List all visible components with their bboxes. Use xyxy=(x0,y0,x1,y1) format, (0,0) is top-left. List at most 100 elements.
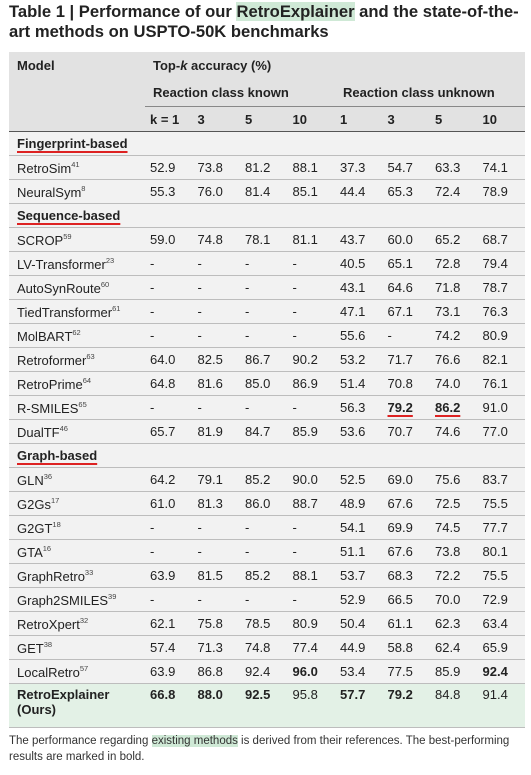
value-cell: 72.4 xyxy=(430,179,478,204)
value: 85.9 xyxy=(435,664,461,679)
data-row: GraphRetro33 63.9 81.5 85.2 88.1 53.7 68.3 72.2… xyxy=(9,563,525,588)
value-cell: 66.5 xyxy=(382,587,430,612)
value-cell: 70.0 xyxy=(430,587,478,612)
model-cell: RetroSim41 xyxy=(9,155,145,180)
value: 44.9 xyxy=(340,640,366,655)
value: - xyxy=(245,544,250,559)
model-name: GET xyxy=(17,640,44,656)
value: 76.1 xyxy=(482,376,508,391)
value: 56.3 xyxy=(340,400,366,415)
value: 68.3 xyxy=(387,568,413,583)
data-row: RetroExplainer (Ours) 66.8 88.0 92.5 95.8 57.7… xyxy=(9,683,525,728)
group-name: Graph-based xyxy=(17,448,98,463)
group-name: Sequence-based xyxy=(17,208,121,223)
reference: 23 xyxy=(105,255,115,265)
value-cell: - xyxy=(145,251,193,276)
model-cell: LV-Transformer23 xyxy=(9,251,145,276)
value: 86.9 xyxy=(292,376,318,391)
group-cell: Sequence-based xyxy=(9,203,525,228)
data-row: GLN36 64.2 79.1 85.2 90.0 52.5 69.0 75.6 83.7 xyxy=(9,467,525,492)
value: 80.9 xyxy=(482,328,508,343)
value: 74.5 xyxy=(435,520,461,535)
value: 64.0 xyxy=(150,352,176,367)
value-cell: 52.9 xyxy=(145,155,193,180)
value: - xyxy=(150,256,155,271)
value-cell: - xyxy=(192,515,240,540)
value: - xyxy=(197,256,202,271)
footnote-highlight: existing methods xyxy=(151,735,238,747)
value: 88.1 xyxy=(292,568,318,583)
value: 68.7 xyxy=(482,232,508,247)
value: 75.5 xyxy=(482,496,508,511)
value-cell: - xyxy=(192,323,240,348)
value: 71.7 xyxy=(387,352,413,367)
value-cell: 62.4 xyxy=(430,635,478,660)
header-cell: 5 xyxy=(430,106,478,132)
value: 65.2 xyxy=(435,232,461,247)
value-cell: - xyxy=(145,515,193,540)
value: - xyxy=(292,280,297,295)
value: 73.1 xyxy=(435,304,461,319)
value-cell: 74.0 xyxy=(430,371,478,396)
value-cell: - xyxy=(145,587,193,612)
model-name: TiedTransformer xyxy=(17,304,113,320)
value: 52.9 xyxy=(340,592,366,607)
data-row: RetroSim41 52.9 73.8 81.2 88.1 37.3 54.7 63.3 74… xyxy=(9,155,525,180)
value: - xyxy=(245,520,250,535)
value-cell: 85.2 xyxy=(240,467,288,492)
value: 76.0 xyxy=(197,184,223,199)
value: 69.0 xyxy=(387,472,413,487)
reference: 63 xyxy=(86,351,95,361)
value: - xyxy=(292,400,297,415)
value: - xyxy=(292,592,297,607)
value-cell: 79.2 xyxy=(382,395,430,420)
value-cell: 74.1 xyxy=(477,155,525,180)
value-cell: - xyxy=(192,395,240,420)
value-cell: 71.8 xyxy=(430,275,478,300)
value-cell: 69.9 xyxy=(382,515,430,540)
value-cell: 63.4 xyxy=(477,611,525,636)
header-text: accuracy (%) xyxy=(187,58,272,73)
value: 77.5 xyxy=(387,664,413,679)
data-row: G2Gs17 61.0 81.3 86.0 88.7 48.9 67.6 72.5 75.5 xyxy=(9,491,525,516)
value-cell: 74.8 xyxy=(240,635,288,660)
value-cell: 57.4 xyxy=(145,635,193,660)
value-cell: - xyxy=(240,323,288,348)
value-cell: 92.5 xyxy=(240,683,288,728)
value-cell: 88.1 xyxy=(287,563,335,588)
value-cell: 77.4 xyxy=(287,635,335,660)
value: 79.2 xyxy=(387,400,413,415)
value-cell: 78.9 xyxy=(477,179,525,204)
value: 65.3 xyxy=(387,184,413,199)
group-name: Fingerprint-based xyxy=(17,136,128,151)
model-note: (Ours) xyxy=(17,702,56,717)
value-cell: 71.7 xyxy=(382,347,430,372)
value: 80.1 xyxy=(482,544,508,559)
value-cell: - xyxy=(240,299,288,324)
header-cell: 5 xyxy=(240,106,288,132)
value-cell: 86.0 xyxy=(240,491,288,516)
value-cell: - xyxy=(145,275,193,300)
data-row: NeuralSym8 55.3 76.0 81.4 85.1 44.4 65.3 72.4 78… xyxy=(9,179,525,204)
value-cell: 56.3 xyxy=(335,395,383,420)
value: 82.5 xyxy=(197,352,223,367)
value: 91.4 xyxy=(482,687,508,702)
title-highlight: RetroExplainer xyxy=(236,2,355,21)
value-cell: 52.5 xyxy=(335,467,383,492)
value: - xyxy=(245,328,250,343)
value-cell: 85.2 xyxy=(240,563,288,588)
value-cell: 57.7 xyxy=(335,683,383,728)
value-cell: 65.9 xyxy=(477,635,525,660)
model-cell: R-SMILES65 xyxy=(9,395,145,420)
model-cell: Graph2SMILES39 xyxy=(9,587,145,612)
value: 67.6 xyxy=(387,496,413,511)
value: 81.5 xyxy=(197,568,223,583)
value-cell: 74.6 xyxy=(430,419,478,444)
value-cell: - xyxy=(240,515,288,540)
group-cell: Fingerprint-based xyxy=(9,131,525,156)
value-cell: 74.5 xyxy=(430,515,478,540)
model-name: RetroPrime xyxy=(17,376,83,392)
value-cell: 37.3 xyxy=(335,155,383,180)
value-cell: 55.6 xyxy=(335,323,383,348)
